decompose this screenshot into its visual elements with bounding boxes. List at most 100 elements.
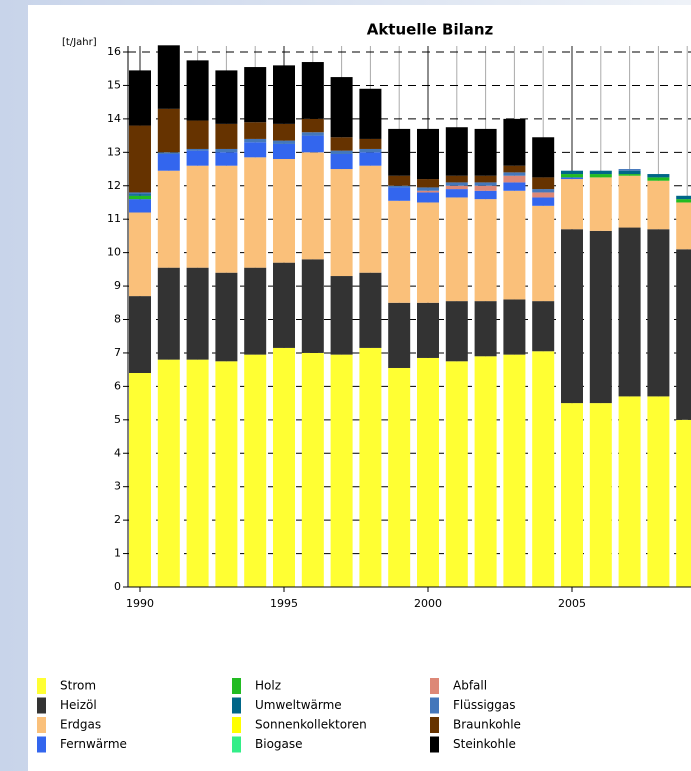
bar-segment xyxy=(157,153,180,171)
bar-segment xyxy=(561,403,583,587)
bar-segment xyxy=(330,276,353,355)
bar-segment xyxy=(618,175,641,228)
bar-segment xyxy=(532,177,555,190)
legend-label: Steinkohle xyxy=(453,737,516,751)
bar-segment xyxy=(474,190,497,200)
bar-segment xyxy=(676,249,691,420)
legend-label: Heizöl xyxy=(60,698,97,712)
legend-label: Holz xyxy=(255,679,281,693)
bar-segment xyxy=(186,120,209,149)
y-tick-label: 6 xyxy=(114,379,121,392)
bar-segment xyxy=(589,170,612,175)
x-tick-label: 1995 xyxy=(270,597,298,610)
bar-segment xyxy=(676,199,691,203)
bar-segment xyxy=(445,182,468,186)
bar-segment xyxy=(359,138,382,149)
legend-swatch xyxy=(232,678,241,694)
bar-segment xyxy=(647,174,670,178)
bar-segment xyxy=(417,202,439,303)
bar-segment xyxy=(388,187,411,201)
bar-segment xyxy=(129,194,151,196)
y-axis-label: [t/Jahr] xyxy=(62,37,97,48)
bar-segment xyxy=(129,199,151,213)
bar-segment xyxy=(417,187,439,191)
bar-segment xyxy=(618,227,641,397)
bar-segment xyxy=(273,123,295,141)
y-tick-label: 4 xyxy=(114,446,121,459)
y-tick-label: 13 xyxy=(107,145,121,158)
bar-segment xyxy=(186,165,209,268)
bar-segment xyxy=(157,170,180,268)
legend-label: Umweltwärme xyxy=(255,698,342,712)
bar-segment xyxy=(157,152,180,154)
legend-label: Abfall xyxy=(453,679,487,693)
bar-segment xyxy=(388,367,411,587)
bar-segment xyxy=(301,135,324,153)
bar-segment xyxy=(215,272,238,362)
bar-segment xyxy=(330,169,353,277)
bar-segment xyxy=(186,267,209,360)
bar-segment xyxy=(359,152,382,166)
bar-segment xyxy=(359,272,382,348)
legend-swatch xyxy=(37,717,46,733)
y-tick-label: 10 xyxy=(107,246,121,259)
bar-segment xyxy=(445,185,468,190)
bar-segment xyxy=(359,148,382,153)
legend-label: Braunkohle xyxy=(453,718,521,732)
bar-segment xyxy=(532,137,555,178)
bar-segment xyxy=(388,128,411,176)
bar-segment xyxy=(589,174,612,178)
bar-segment xyxy=(301,132,324,136)
bar-segment xyxy=(445,301,468,362)
bar-segment xyxy=(157,359,180,587)
bar-segment xyxy=(273,140,295,144)
bar-segment xyxy=(503,175,526,183)
bar-segment xyxy=(359,347,382,587)
bar-segment xyxy=(445,175,468,183)
y-tick-label: 11 xyxy=(107,212,121,225)
bar-segment xyxy=(330,77,353,138)
bar-segment xyxy=(532,189,555,193)
legend-label: Sonnenkollektoren xyxy=(255,718,367,732)
bar-segment xyxy=(330,150,353,154)
y-tick-label: 12 xyxy=(107,179,121,192)
bar-segment xyxy=(244,142,267,158)
bar-segment xyxy=(589,177,612,231)
y-tick-label: 9 xyxy=(114,279,121,292)
y-tick-label: 1 xyxy=(114,547,121,560)
bar-segment xyxy=(157,267,180,360)
bar-segment xyxy=(301,352,324,587)
legend-swatch xyxy=(37,697,46,714)
bars xyxy=(129,45,691,587)
bar-segment xyxy=(474,199,497,302)
bar-segment xyxy=(503,190,526,300)
bar-segment xyxy=(244,354,267,587)
bar-segment xyxy=(618,170,641,175)
bar-segment xyxy=(589,403,612,587)
bar-segment xyxy=(445,361,468,587)
bar-segment xyxy=(417,179,439,188)
bar-segment xyxy=(561,229,583,404)
bar-segment xyxy=(474,175,497,183)
bar-segment xyxy=(474,301,497,357)
bar-segment xyxy=(417,357,439,587)
bar-segment xyxy=(647,177,670,181)
bar-segment xyxy=(129,296,151,373)
bar-segment xyxy=(561,174,583,178)
bar-segment xyxy=(388,175,411,186)
bar-segment xyxy=(186,148,209,151)
bar-segment xyxy=(215,152,238,166)
legend-label: Fernwärme xyxy=(60,737,127,751)
legend-swatch xyxy=(37,678,46,694)
bar-segment xyxy=(273,262,295,348)
bar-segment xyxy=(301,259,324,353)
bar-segment xyxy=(301,152,324,260)
legend-swatch xyxy=(232,697,241,714)
bar-segment xyxy=(129,373,151,587)
legend-label: Strom xyxy=(60,679,96,693)
legend-swatch xyxy=(232,736,241,753)
bar-segment xyxy=(647,229,670,397)
